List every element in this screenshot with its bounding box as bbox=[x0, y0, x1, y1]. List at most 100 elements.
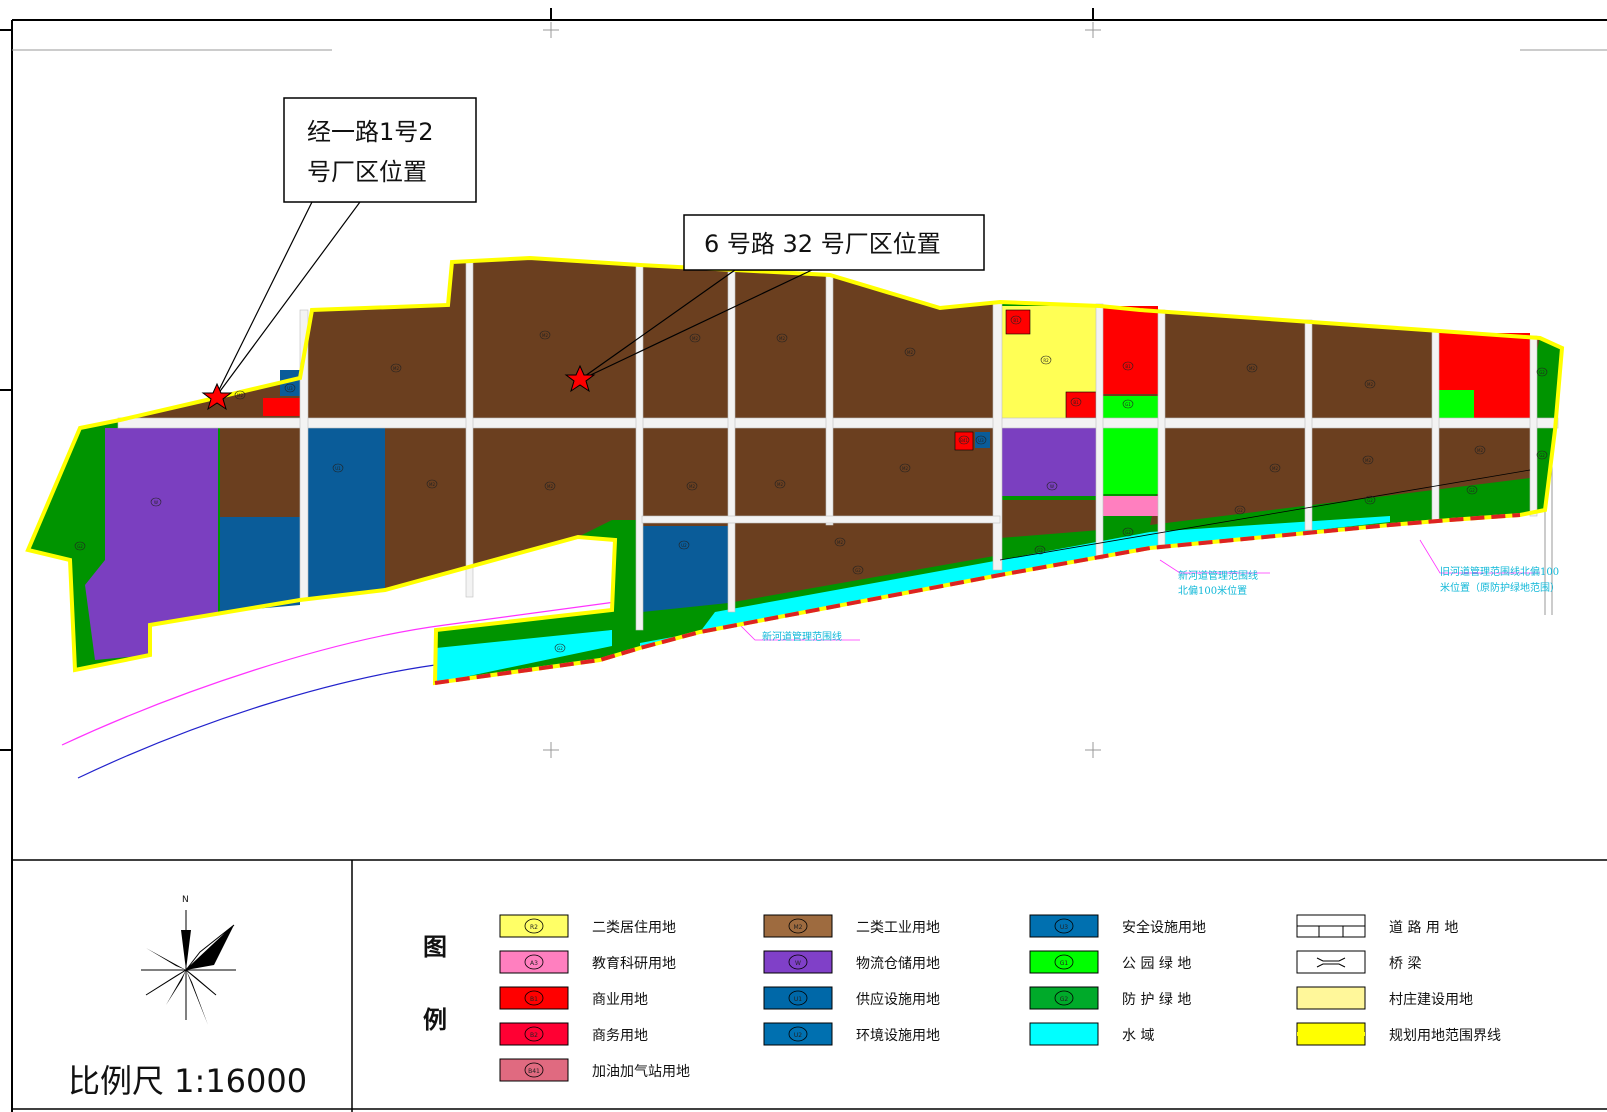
parcel-code-label: W bbox=[154, 500, 158, 505]
legend-title-bottom: 例 bbox=[423, 1006, 447, 1034]
legend-code-circle-10 bbox=[1054, 954, 1074, 970]
parcel-code-label: G2 bbox=[557, 646, 563, 651]
industrial-north-west bbox=[120, 258, 1000, 420]
parcel-code-circle bbox=[834, 537, 846, 547]
legend-label-2: 商业用地 bbox=[592, 992, 648, 1008]
north-arrow: N bbox=[141, 895, 236, 1025]
parcel-code-label: M2 bbox=[1272, 466, 1278, 471]
water-channel bbox=[436, 630, 612, 683]
industrial-east-north bbox=[1100, 310, 1540, 418]
parcel-codes: M2 M2 M2 M2 M2 M2 M2 M2 M2 M2 M2 M2 M2 M2 M2 M2 M2 W W U1 U2… bbox=[74, 315, 1548, 653]
legend-code-6: W bbox=[795, 960, 801, 967]
parcel-code-label: G2 bbox=[855, 568, 861, 573]
legend-swatch-8 bbox=[763, 1022, 833, 1046]
industrial-middle-small bbox=[1000, 500, 1100, 538]
legend-code-0: R2 bbox=[530, 924, 538, 931]
parcel-code-circle bbox=[852, 565, 864, 575]
legend-label-5: 二类工业用地 bbox=[856, 920, 940, 936]
parcel-code-label: G2 bbox=[1237, 508, 1243, 513]
parcel-code-label: U3 bbox=[287, 386, 293, 391]
legend-code-circle-4 bbox=[524, 1062, 544, 1078]
legend-code-11: G2 bbox=[1060, 996, 1069, 1003]
legend-code-circle-1 bbox=[524, 954, 544, 970]
legend-swatch-10 bbox=[1029, 950, 1099, 974]
canal-label-new-river-north-1: 新河道管理范围线 bbox=[1178, 569, 1258, 582]
parcel-code-circle bbox=[1364, 379, 1376, 389]
parcel-code-circle bbox=[74, 541, 86, 551]
parcel-code-label: U1 bbox=[335, 466, 341, 471]
parcel-code-circle bbox=[539, 330, 551, 340]
legend-swatch-7 bbox=[763, 986, 833, 1010]
legend-label-7: 供应设施用地 bbox=[856, 991, 940, 1008]
logistics-middle bbox=[1002, 428, 1096, 496]
road-north-south-4 bbox=[727, 271, 736, 613]
parcel-code-circle bbox=[1122, 361, 1134, 371]
parcel-code-circle bbox=[899, 463, 911, 473]
road-north-south-8 bbox=[1157, 309, 1166, 546]
legend-road-pattern bbox=[1297, 925, 1365, 937]
legend-swatch-15 bbox=[1296, 986, 1366, 1010]
canal-labels: 新河道管理范围线 新河道管理范围线 北偏100米位置 旧河道管理范围线北偏100… bbox=[762, 565, 1560, 643]
canal-label-new-river-north-2: 北偏100米位置 bbox=[1178, 584, 1247, 597]
parcel-code-circle bbox=[1364, 495, 1376, 505]
legend-label-16: 规划用地范围界线 bbox=[1389, 1027, 1501, 1044]
north-letter: N bbox=[182, 895, 189, 905]
callout-box-1 bbox=[283, 97, 477, 203]
parcel-code-circle bbox=[1466, 485, 1478, 495]
legend-code-9: U3 bbox=[1060, 924, 1068, 931]
road-north-south-1 bbox=[465, 261, 474, 598]
parcel-code-circle bbox=[1536, 450, 1548, 460]
parcel-code-label: G2 bbox=[77, 544, 83, 549]
logistics-west bbox=[85, 428, 218, 660]
industrial-south-west bbox=[220, 428, 1000, 612]
river-lines bbox=[61, 440, 1553, 779]
legend-code-circle-11 bbox=[1054, 990, 1074, 1006]
callout-road6: 6 号路 32 号厂区位置 bbox=[564, 214, 985, 393]
parcel-code-label: M2 bbox=[902, 466, 908, 471]
parcel-code-label: M2 bbox=[1367, 382, 1373, 387]
star-marker-2 bbox=[564, 364, 596, 393]
legend-swatch-0 bbox=[499, 914, 569, 938]
parcel-code-label: M2 bbox=[1249, 366, 1255, 371]
water-strip bbox=[640, 516, 1390, 648]
parcel-code-circle bbox=[150, 497, 162, 507]
parcel-code-label: M2 bbox=[689, 484, 695, 489]
park-east bbox=[1438, 390, 1474, 418]
callout-1-line-1: 经一路1号2 bbox=[307, 118, 434, 146]
road-north-south-3 bbox=[635, 264, 644, 631]
parcel-code-circle bbox=[1040, 355, 1052, 365]
legend-code-8: U2 bbox=[794, 1032, 802, 1039]
utility-small-middle bbox=[975, 432, 990, 448]
river-boundary-dashed bbox=[434, 513, 1521, 685]
parcel-code-circle bbox=[390, 363, 402, 373]
parcel-code-label: G2 bbox=[1539, 453, 1545, 458]
parcel-code-label: M2 bbox=[1365, 458, 1371, 463]
legend-code-circle-0 bbox=[524, 918, 544, 934]
utility-block-b bbox=[220, 517, 300, 612]
main-road-east-west bbox=[117, 417, 1559, 429]
parcel-code-label: M2 bbox=[779, 336, 785, 341]
road-north-south-7 bbox=[1095, 303, 1104, 560]
legend-swatch-14 bbox=[1296, 950, 1366, 974]
parcel-code-circle bbox=[426, 479, 438, 489]
legend-label-9: 安全设施用地 bbox=[1122, 919, 1206, 936]
legend-label-10: 公 园 绿 地 bbox=[1122, 956, 1191, 972]
canal-label-old-river-1: 旧河道管理范围线北偏100 bbox=[1440, 565, 1559, 578]
canal-label-new-river: 新河道管理范围线 bbox=[762, 630, 842, 643]
legend-code-circle-5 bbox=[788, 918, 808, 934]
parcel-code-circle bbox=[1122, 399, 1134, 409]
legend-code-circle-8 bbox=[788, 1026, 808, 1042]
parcel-code-circle bbox=[776, 333, 788, 343]
parcel-code-circle bbox=[1122, 527, 1134, 537]
parcel-code-circle bbox=[1536, 367, 1548, 377]
parcel-code-circle bbox=[774, 479, 786, 489]
parcel-code-circle bbox=[686, 481, 698, 491]
legend-title-top: 图 bbox=[423, 933, 447, 961]
parcel-code-circle bbox=[678, 540, 690, 550]
parcel-code-label: M2 bbox=[692, 336, 698, 341]
legend-swatch-5 bbox=[763, 914, 833, 938]
legend: 图 例 R2 二类居住用地 A3 教育科研用地 B1 商业用地 B2 商务用地 B41 加油加气站… bbox=[423, 914, 1501, 1082]
star-marker-1 bbox=[201, 382, 233, 411]
legend-code-10: G1 bbox=[1060, 960, 1069, 967]
